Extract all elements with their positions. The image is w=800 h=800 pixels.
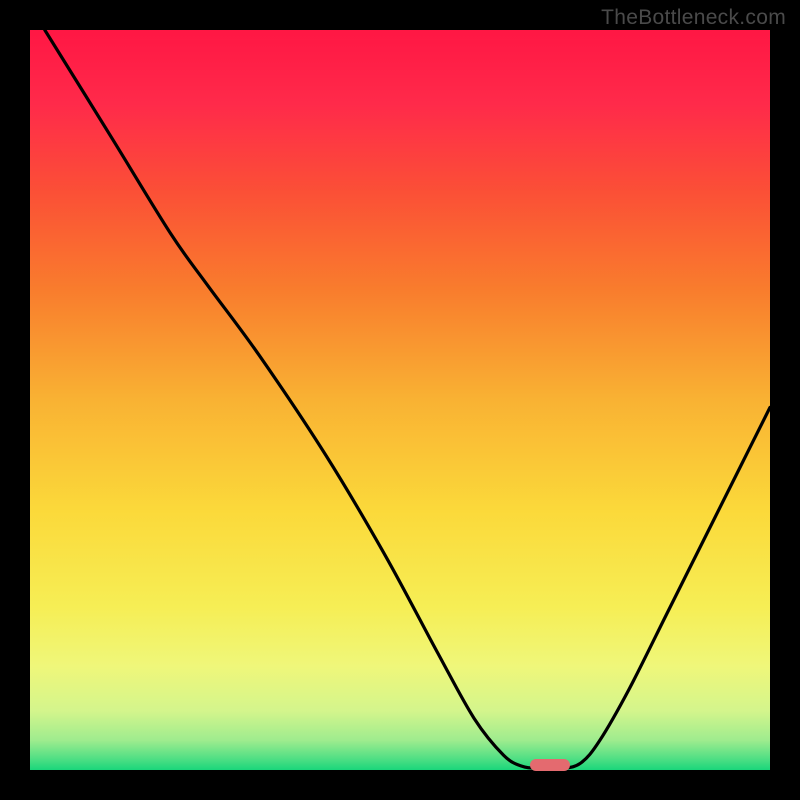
optimal-marker <box>530 759 570 772</box>
gradient-background <box>30 30 770 770</box>
watermark-text: TheBottleneck.com <box>601 6 786 30</box>
plot-area <box>30 30 770 770</box>
